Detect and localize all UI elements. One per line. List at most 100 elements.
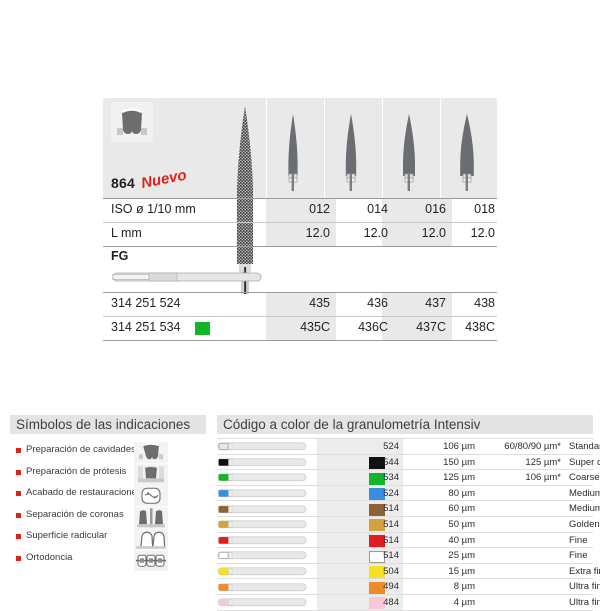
grain-row: 514 40 µm Fine	[217, 532, 593, 549]
grain-ref: 524	[383, 441, 399, 452]
grain-name: Ultra fine	[569, 596, 600, 608]
grain-swatch	[369, 457, 385, 470]
grain-name: Medium	[569, 503, 600, 515]
grain-row: 504 15 µm Extra fine	[217, 563, 600, 580]
grain-row: 484 4 µm Ultra fine	[217, 594, 600, 611]
bullet-icon	[16, 491, 21, 496]
bullet-icon	[16, 555, 21, 561]
grain-ref: 534	[383, 472, 399, 484]
grain-name: Fine	[569, 534, 588, 546]
grain-row: 514 50 µm Golden Burs GB	[217, 516, 600, 533]
indications-legend: Símbolos de las indicaciones Preparación…	[10, 415, 206, 571]
grain-row: 494 8 µm Ultra fine	[217, 579, 600, 595]
cell-iso-4: 018	[474, 202, 495, 216]
prosthesis-preparation-icon	[134, 463, 168, 485]
grain-size: 60 µm	[448, 503, 475, 515]
grain-ref: 544	[383, 456, 399, 468]
bullet-icon	[16, 448, 21, 453]
grain-row: 524 106 µm 60/80/90 µm* Standard	[217, 438, 600, 455]
grain-size: 125 µm	[443, 472, 475, 484]
grain-ref: 514	[383, 518, 399, 530]
cell-len-4: 12.0	[470, 226, 495, 240]
grain-row: 524 80 µm Medium	[217, 485, 600, 502]
grain-row: 534 125 µm 106 µm* Coarse	[217, 470, 600, 486]
bur-shape-014	[345, 114, 357, 191]
grain-name: Coarse	[569, 472, 600, 484]
table-row-length: L mm 12.0 12.0 12.0 12.0	[103, 222, 497, 246]
grain-color-swatch	[195, 322, 210, 335]
cell-ord1-3: 437	[425, 296, 446, 310]
grain-size: 4 µm	[453, 596, 475, 608]
grain-color-table: Código a color de la granulometría Inten…	[217, 415, 600, 611]
cell-ord2-2: 436C	[358, 320, 388, 334]
bur-shape-016	[403, 114, 415, 191]
cell-ord2-1: 435C	[300, 320, 330, 334]
legend-item: Preparación de cavidades	[10, 442, 206, 464]
grain-bur-icon	[217, 442, 307, 451]
grain-row: 544 150 µm 125 µm* Super coarse	[217, 454, 600, 471]
crown-separation-icon	[134, 506, 168, 528]
legend-item: Preparación de prótesis	[10, 464, 206, 486]
table-row-order-2: 314 251 534 435C 436C 437C 438C	[103, 316, 497, 340]
legend-item: Acabado de restauraciones	[10, 485, 206, 507]
grain-name: Golden Burs GB	[569, 518, 600, 530]
grain-ref: 484	[383, 596, 399, 608]
order-ref: 314 251 534	[111, 320, 181, 334]
grain-name: Super coarse	[569, 456, 600, 468]
grain-bur-icon	[217, 458, 307, 466]
grain-name: Ultra fine	[569, 581, 600, 593]
grain-name: Fine	[569, 550, 588, 562]
grain-rows: 524 106 µm 60/80/90 µm* Standard 544 150 µm 12…	[217, 438, 600, 611]
bullet-icon	[16, 512, 21, 518]
grain-ref: 514	[383, 550, 399, 562]
grain-swatch	[369, 503, 385, 516]
grain-swatch	[369, 519, 385, 532]
table-row-order-1: 314 251 524 435 436 437 438	[103, 292, 497, 316]
cavity-preparation-icon	[111, 102, 153, 142]
grain-iso: 125 µm*	[525, 456, 561, 468]
row-label: L mm	[111, 226, 142, 240]
fg-shank-icon	[112, 272, 262, 282]
product-code-row: 864 Nuevo	[111, 167, 189, 192]
grain-name: Extra fine	[569, 565, 600, 577]
cell-ord2-3: 437C	[416, 320, 446, 334]
legend-label: Preparación de cavidades	[26, 444, 136, 455]
grain-ref: 514	[383, 503, 399, 515]
cell-len-3: 12.0	[421, 226, 446, 240]
grain-bur-icon	[217, 473, 307, 482]
cell-iso-2: 014	[367, 202, 388, 216]
product-header: 864 Nuevo	[103, 98, 497, 294]
bur-shape-012	[288, 114, 298, 191]
grain-swatch	[369, 472, 385, 485]
cell-iso-3: 016	[425, 202, 446, 216]
grain-size: 40 µm	[448, 534, 475, 546]
grain-swatch	[369, 566, 385, 579]
grain-size: 80 µm	[448, 487, 475, 499]
grain-bur-icon	[217, 536, 307, 544]
grain-bur-icon	[217, 489, 307, 498]
grain-swatch	[369, 550, 385, 563]
grain-size: 8 µm	[453, 581, 475, 593]
restoration-finishing-icon	[134, 485, 168, 507]
grain-iso: 60/80/90 µm*	[504, 441, 561, 452]
cavity-preparation-icon	[134, 442, 168, 464]
cell-ord1-2: 436	[367, 296, 388, 310]
cell-iso-1: 012	[309, 202, 330, 216]
grain-bur-icon	[217, 598, 307, 607]
root-surface-icon	[134, 528, 168, 550]
grain-swatch	[369, 535, 385, 548]
legend-item: Superficie radicular	[10, 528, 206, 550]
cell-ord1-4: 438	[474, 296, 495, 310]
grain-size: 150 µm	[443, 456, 475, 468]
grain-iso: 106 µm*	[525, 472, 561, 484]
legend-title: Símbolos de las indicaciones	[10, 415, 206, 434]
product-code: 864	[111, 175, 135, 191]
grain-ref: 504	[383, 565, 399, 577]
column-shade	[317, 439, 403, 454]
grain-ref: 524	[383, 487, 399, 499]
grain-ref: 514	[383, 534, 399, 546]
grain-bur-icon	[217, 551, 307, 560]
grain-size: 50 µm	[448, 518, 475, 530]
grain-row: 514 60 µm Medium	[217, 501, 600, 517]
